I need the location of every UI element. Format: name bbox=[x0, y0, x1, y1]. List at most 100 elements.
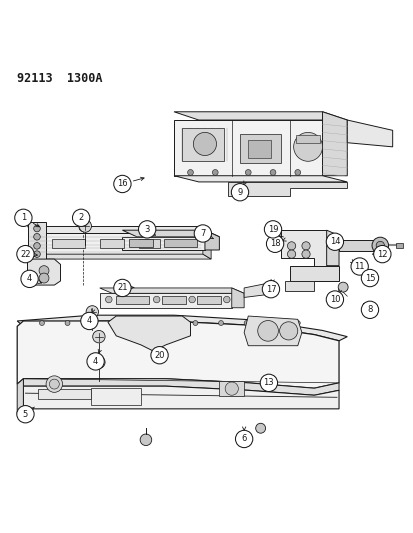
Circle shape bbox=[266, 235, 283, 253]
Circle shape bbox=[337, 282, 347, 292]
Polygon shape bbox=[27, 254, 211, 259]
Circle shape bbox=[21, 270, 38, 287]
Circle shape bbox=[371, 237, 388, 254]
Text: 12: 12 bbox=[376, 249, 387, 259]
Circle shape bbox=[93, 330, 105, 343]
Bar bbox=[395, 243, 402, 248]
Circle shape bbox=[33, 225, 40, 232]
Text: 1: 1 bbox=[21, 213, 26, 222]
Bar bbox=[116, 296, 149, 304]
Circle shape bbox=[65, 320, 70, 326]
Circle shape bbox=[244, 320, 249, 326]
Text: 11: 11 bbox=[354, 262, 364, 271]
Bar bbox=[240, 134, 280, 163]
Circle shape bbox=[361, 301, 378, 319]
Text: 6: 6 bbox=[241, 434, 246, 443]
Polygon shape bbox=[100, 288, 244, 293]
Bar bbox=[196, 296, 221, 304]
Bar bbox=[163, 239, 196, 247]
Polygon shape bbox=[108, 316, 190, 351]
Bar bbox=[338, 240, 377, 251]
Text: 5: 5 bbox=[23, 410, 28, 419]
Text: 9: 9 bbox=[237, 188, 242, 197]
Text: 18: 18 bbox=[269, 239, 280, 248]
Bar bbox=[52, 239, 85, 248]
Bar bbox=[161, 296, 186, 304]
Circle shape bbox=[49, 379, 59, 389]
Bar bbox=[38, 389, 91, 399]
Text: 92113  1300A: 92113 1300A bbox=[17, 72, 102, 85]
Polygon shape bbox=[285, 281, 313, 291]
Circle shape bbox=[33, 233, 40, 240]
Text: 7: 7 bbox=[200, 229, 205, 238]
Circle shape bbox=[17, 246, 34, 263]
Circle shape bbox=[293, 132, 322, 161]
Circle shape bbox=[301, 250, 309, 259]
Text: 17: 17 bbox=[265, 285, 275, 294]
Circle shape bbox=[33, 251, 40, 257]
Polygon shape bbox=[244, 316, 301, 346]
Circle shape bbox=[87, 353, 104, 370]
Circle shape bbox=[194, 225, 211, 242]
Text: 16: 16 bbox=[117, 180, 128, 189]
Polygon shape bbox=[173, 176, 347, 182]
Circle shape bbox=[114, 279, 131, 297]
Polygon shape bbox=[100, 293, 231, 308]
Circle shape bbox=[153, 296, 159, 303]
Text: 2: 2 bbox=[78, 213, 83, 222]
Circle shape bbox=[269, 320, 274, 326]
Circle shape bbox=[235, 430, 252, 448]
Bar bbox=[100, 239, 124, 248]
Circle shape bbox=[33, 243, 40, 249]
Text: 4: 4 bbox=[27, 274, 32, 284]
Polygon shape bbox=[204, 230, 219, 250]
Circle shape bbox=[262, 280, 279, 298]
Polygon shape bbox=[17, 379, 23, 414]
Circle shape bbox=[138, 221, 155, 238]
Polygon shape bbox=[173, 112, 347, 120]
Text: 14: 14 bbox=[329, 237, 339, 246]
Polygon shape bbox=[289, 265, 338, 281]
Circle shape bbox=[39, 320, 44, 326]
Circle shape bbox=[90, 320, 95, 326]
Circle shape bbox=[15, 209, 32, 227]
Text: 20: 20 bbox=[154, 351, 164, 360]
Circle shape bbox=[325, 233, 343, 251]
Circle shape bbox=[72, 209, 90, 227]
Polygon shape bbox=[227, 182, 347, 196]
Circle shape bbox=[287, 250, 295, 259]
Polygon shape bbox=[27, 233, 202, 254]
Circle shape bbox=[93, 356, 105, 368]
Text: 8: 8 bbox=[366, 305, 372, 314]
Circle shape bbox=[325, 291, 343, 308]
Bar bbox=[182, 128, 223, 161]
Bar bbox=[295, 135, 320, 143]
Circle shape bbox=[79, 220, 91, 232]
Circle shape bbox=[212, 169, 218, 175]
Circle shape bbox=[361, 269, 378, 287]
Circle shape bbox=[167, 320, 172, 326]
Polygon shape bbox=[202, 227, 211, 259]
Text: 10: 10 bbox=[329, 295, 339, 304]
Circle shape bbox=[140, 434, 151, 446]
Circle shape bbox=[373, 246, 390, 263]
Polygon shape bbox=[347, 120, 392, 147]
Polygon shape bbox=[23, 386, 338, 409]
Text: 4: 4 bbox=[93, 357, 98, 366]
Polygon shape bbox=[244, 282, 276, 297]
Circle shape bbox=[350, 258, 368, 275]
Polygon shape bbox=[322, 112, 347, 176]
Bar bbox=[91, 388, 141, 405]
Polygon shape bbox=[231, 288, 244, 308]
Circle shape bbox=[105, 296, 112, 303]
Bar bbox=[139, 239, 159, 248]
Text: 21: 21 bbox=[117, 284, 127, 293]
Circle shape bbox=[81, 312, 98, 329]
Polygon shape bbox=[173, 120, 322, 176]
Circle shape bbox=[231, 183, 248, 201]
Circle shape bbox=[79, 223, 87, 231]
Circle shape bbox=[116, 320, 121, 326]
Circle shape bbox=[150, 346, 168, 364]
Text: 3: 3 bbox=[144, 225, 150, 234]
Circle shape bbox=[255, 423, 265, 433]
